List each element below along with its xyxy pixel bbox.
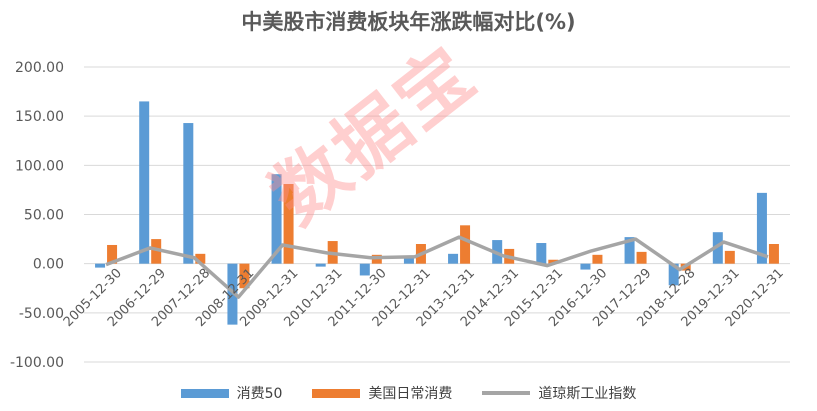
bar-consumer50 [183, 123, 194, 264]
bar-consumer50 [139, 101, 150, 264]
bar-us-staples [239, 263, 250, 289]
line-dow [105, 235, 769, 299]
bar-consumer50 [359, 263, 370, 276]
y-tick-label: -100.00 [10, 355, 64, 370]
y-axis-tick-labels: -100.00 -50.00 0.00 50.00 100.00 150.00 200.00 [10, 60, 64, 370]
bar-consumer50 [712, 232, 723, 264]
bar-consumer50 [227, 263, 238, 325]
bar-us-staples [636, 251, 647, 264]
legend-item-dow[interactable]: 道琼斯工业指数 [482, 383, 636, 403]
bar-consumer50 [536, 243, 547, 264]
legend-swatch-dow [482, 391, 531, 395]
bar-us-staples [724, 250, 735, 264]
legend-swatch-consumer50 [180, 388, 229, 398]
bar-consumer50 [668, 263, 679, 286]
legend-label-us-staples: 美国日常消费 [368, 386, 453, 402]
chart-title: 中美股市消费板块年涨跌幅对比(%) [241, 10, 576, 34]
bar-us-staples [151, 239, 162, 264]
bar-consumer50 [315, 263, 326, 267]
x-axis-tick-labels: 2005-12-302006-12-292007-12-282008-12-31… [61, 266, 787, 330]
bar-consumer50 [756, 192, 767, 264]
bar-us-staples [548, 259, 559, 264]
bar-consumer50 [448, 253, 459, 264]
legend-item-consumer50[interactable]: 消费50 [180, 383, 283, 403]
y-tick-label: 200.00 [15, 60, 64, 76]
legend-swatch-us-staples [312, 388, 361, 398]
bar-us-staples [107, 244, 118, 264]
y-tick-label: 150.00 [15, 109, 64, 125]
y-tick-label: 100.00 [15, 158, 64, 174]
line-series [105, 235, 769, 299]
bar-us-staples [768, 244, 779, 264]
bar-us-staples [592, 254, 603, 264]
bar-us-staples [283, 184, 294, 264]
bar-consumer50 [624, 237, 635, 264]
y-tick-label: 0.00 [33, 257, 64, 273]
legend-item-us-staples[interactable]: 美国日常消费 [312, 383, 452, 403]
legend-label-dow: 道琼斯工业指数 [538, 386, 637, 402]
y-tick-label: -50.00 [19, 306, 64, 322]
y-tick-label: 50.00 [24, 208, 64, 224]
chart-area: -100.00 -50.00 0.00 50.00 100.00 150.00 200.00… [10, 60, 790, 370]
bar-us-staples [195, 253, 206, 264]
bar-consumer50 [271, 174, 282, 264]
bar-consumer50 [403, 255, 414, 264]
bar-consumer50 [95, 263, 106, 268]
legend: 消费50 美国日常消费 道琼斯工业指数 [0, 383, 817, 403]
legend-label-consumer50: 消费50 [236, 386, 283, 402]
bar-us-staples [460, 225, 471, 264]
bar-consumer50 [580, 263, 591, 270]
